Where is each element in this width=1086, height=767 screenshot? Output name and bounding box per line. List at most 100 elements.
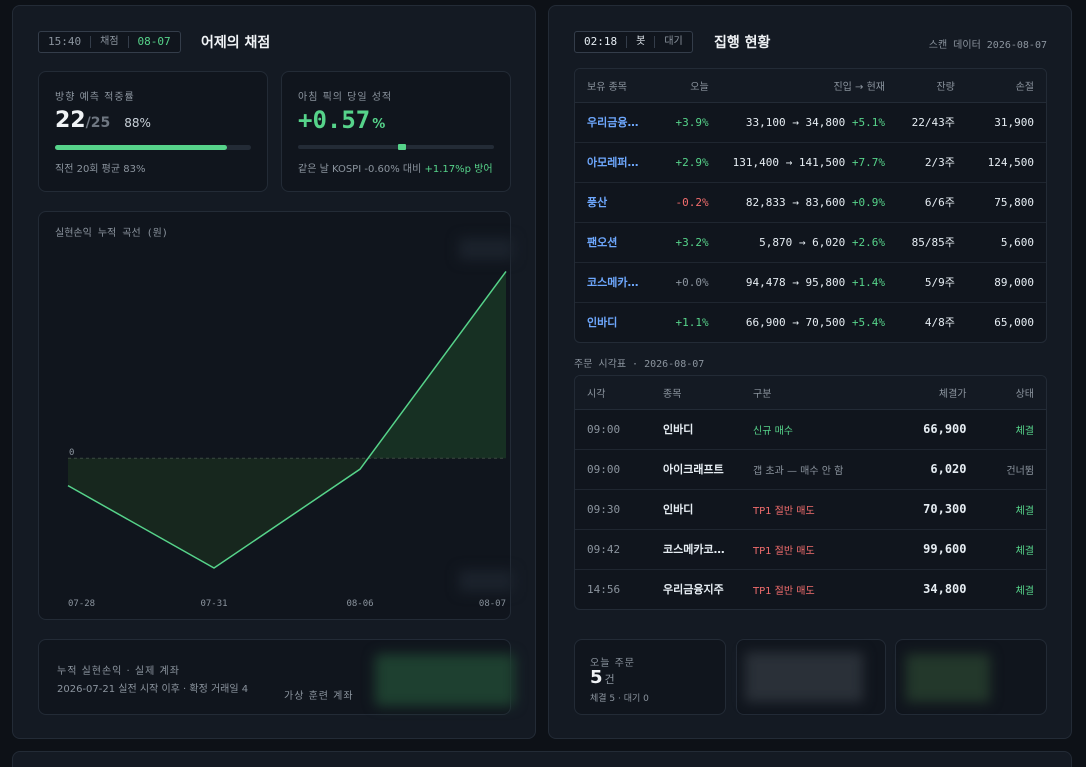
order-time: 09:30 (575, 489, 651, 530)
holding-today: +0.0% (661, 262, 721, 303)
performance-value: +0.57 (298, 106, 371, 134)
summary-card-3-blurred (906, 654, 990, 702)
holding-today: +1.1% (675, 315, 709, 329)
holding-entry-current: 66,900 → 70,500 +5.4% (721, 302, 897, 342)
performance-label: 아침 픽의 당일 성적 (298, 92, 393, 103)
accuracy-progress-track (55, 145, 251, 150)
holding-arrow: → (785, 155, 793, 169)
orders-col-type: 구분 (741, 376, 891, 410)
chart-zero-label: 0 (69, 448, 74, 458)
summary-card-2-blurred (745, 652, 863, 702)
order-type: TP1 절반 매도 (741, 529, 891, 570)
execution-panel: 02:18 봇 대기 집행 현황 스캔 데이터 2026-08-07 보유 종목… (548, 5, 1072, 739)
holding-current: 34,800 (805, 115, 846, 129)
holding-change: +5.1% (851, 115, 885, 129)
scoring-header-pill: 15:40 채점 08-07 (38, 31, 181, 53)
performance-note-prefix: 같은 날 KOSPI -0.60% 대비 (298, 164, 422, 175)
holding-row[interactable]: 팬오션 +3.2% 5,870 → 6,020 +2.6% 85/85주 5,600 (575, 222, 1046, 263)
summary-card-3 (895, 639, 1047, 715)
order-price: 34,800 (923, 582, 967, 597)
holding-entry: 66,900 (745, 315, 786, 329)
performance-range-marker (398, 144, 406, 150)
holding-row[interactable]: 인바디 +1.1% 66,900 → 70,500 +5.4% 4/8주 65,000 (575, 302, 1046, 342)
x-tick-label: 07-31 (200, 599, 227, 609)
holding-row[interactable]: 풍산 -0.2% 82,833 → 83,600 +0.9% 6/6주 75,800 (575, 182, 1046, 223)
orders-col-time: 시각 (575, 376, 651, 410)
scoring-tag: 채점 (100, 36, 119, 47)
holding-qty: 4/8주 (924, 316, 955, 330)
holding-name[interactable]: 인바디 (587, 316, 618, 330)
holding-arrow: → (792, 275, 799, 289)
cumulative-pnl-card: 누적 실현손익 · 실제 계좌 2026-07-21 실전 시작 이후 · 확정… (38, 639, 515, 715)
holding-change: +2.6% (851, 235, 885, 249)
holding-row[interactable]: 우리금융… +3.9% 33,100 → 34,800 +5.1% 22/43주 31,… (575, 102, 1046, 143)
holding-row[interactable]: 아모레퍼… +2.9% 131,400 → 141,500 +7.7% 2/3주 124… (575, 142, 1046, 183)
today-orders-card: 오늘 주문 5 건 체결 5 · 대기 0 (574, 639, 726, 715)
execution-bot-tag: 봇 (636, 36, 646, 47)
order-name: 인바디 (651, 409, 741, 450)
orders-col-status: 상태 (978, 376, 1046, 410)
orders-title: 주문 시각표 · 2026-08-07 (574, 359, 705, 370)
order-name: 코스메카코… (651, 529, 741, 570)
order-time: 09:42 (575, 529, 651, 570)
cumulative-pnl-label: 누적 실현손익 · 실제 계좌 (57, 666, 180, 677)
order-type: 갭 초과 — 매수 안 함 (741, 449, 891, 490)
holding-name[interactable]: 팬오션 (587, 236, 618, 249)
chart-title: 실현손익 누적 곡선 (원) (55, 228, 168, 239)
holding-name[interactable]: 풍산 (587, 196, 608, 209)
scoring-date: 08-07 (137, 35, 171, 48)
holdings-col-entry: 진입 → 현재 (720, 69, 897, 103)
virtual-account-label: 가상 훈련 계좌 (284, 691, 354, 702)
today-orders-count: 5 (590, 667, 603, 688)
holding-row[interactable]: 코스메카… +0.0% 94,478 → 95,800 +1.4% 5/9주 89,00… (575, 262, 1046, 303)
order-price: 99,600 (890, 529, 979, 570)
holding-current: 6,020 (812, 235, 846, 249)
holding-qty: 22/43주 (897, 102, 967, 143)
today-orders-label: 오늘 주문 (590, 658, 635, 669)
order-row[interactable]: 09:30 인바디 TP1 절반 매도 70,300 체결 (575, 489, 1046, 530)
holding-arrow: → (792, 195, 799, 209)
holding-stop: 65,000 (994, 315, 1034, 329)
order-status: 체결 (978, 529, 1046, 570)
accuracy-note: 직전 20회 평균 83% (55, 164, 146, 175)
order-status: 체결 (978, 489, 1046, 530)
order-name: 아이크래프트 (651, 449, 741, 490)
pnl-chart-card: 실현손익 누적 곡선 (원) 0 07-28 07-31 08-06 08-07 (38, 211, 514, 620)
today-orders-unit: 건 (604, 673, 615, 686)
chart-area-negative (68, 458, 369, 569)
holding-today: +3.2% (661, 222, 721, 263)
orders-col-price: 체결가 (890, 376, 979, 410)
order-time: 14:56 (587, 582, 621, 596)
order-row[interactable]: 09:42 코스메카코… TP1 절반 매도 99,600 체결 (575, 529, 1046, 570)
accuracy-progress-fill (55, 145, 228, 150)
order-row[interactable]: 09:00 인바디 신규 매수 66,900 체결 (575, 409, 1046, 450)
x-tick-label: 08-07 (479, 599, 506, 609)
order-name: 우리금융지주 (663, 583, 724, 597)
holding-arrow: → (798, 235, 806, 249)
holding-name[interactable]: 코스메카… (587, 276, 639, 289)
summary-card-2 (736, 639, 886, 715)
holding-name[interactable]: 우리금융… (587, 116, 639, 129)
order-row[interactable]: 09:00 아이크래프트 갭 초과 — 매수 안 함 6,020 건너뜀 (575, 449, 1046, 490)
accuracy-hits: 22 (55, 108, 86, 133)
chart-min-value-blurred (459, 570, 514, 592)
orders-col-name: 종목 (651, 376, 741, 410)
accuracy-card: 방향 예측 적중률 22 /25 88% 직전 20회 평균 83% (38, 71, 268, 192)
holding-entry: 33,100 (745, 115, 786, 129)
holding-entry-current: 94,478 → 95,800 +1.4% (720, 262, 897, 303)
cumulative-pnl-sub: 2026-07-21 실전 시작 이후 · 확정 거래일 4 (57, 684, 249, 695)
holding-stop: 31,900 (966, 102, 1046, 143)
holding-today: -0.2% (661, 182, 721, 223)
performance-range-track (298, 144, 494, 150)
performance-card: 아침 픽의 당일 성적 +0.57 % 같은 날 KOSPI -0.60% 대비… (281, 71, 511, 192)
chart-max-value-blurred (459, 238, 514, 260)
order-row[interactable]: 14:56 우리금융지주 TP1 절반 매도 34,800 체결 (575, 569, 1046, 609)
holding-name[interactable]: 아모레퍼… (587, 156, 639, 169)
accuracy-pct: 88% (124, 116, 151, 130)
holding-entry-current: 33,100 → 34,800 +5.1% (720, 102, 897, 143)
holding-qty: 5/9주 (897, 262, 967, 303)
accuracy-label: 방향 예측 적중률 (55, 92, 135, 103)
holding-change: +1.4% (851, 275, 885, 289)
order-type: 신규 매수 (741, 409, 891, 450)
holding-stop: 75,800 (966, 182, 1046, 223)
